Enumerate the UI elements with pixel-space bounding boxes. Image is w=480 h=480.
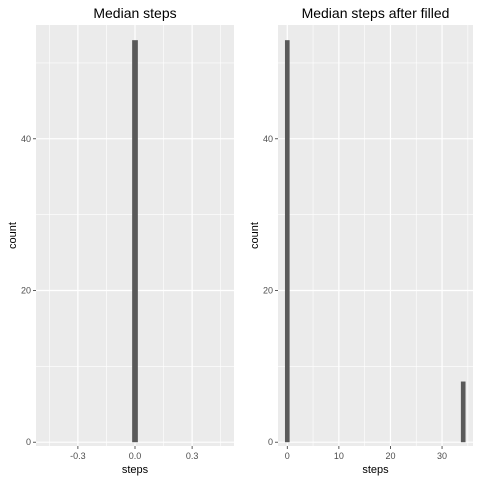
x-tick-label: 20 bbox=[385, 451, 395, 461]
x-tick-label: 30 bbox=[437, 451, 447, 461]
x-tick-label: 0.3 bbox=[186, 451, 199, 461]
x-tick-label: 10 bbox=[334, 451, 344, 461]
chart-median-steps: -0.3 0.0 0.3 0 20 40 Median steps steps count bbox=[7, 5, 234, 476]
histogram-bar-0 bbox=[132, 40, 138, 443]
y-tick-label: 40 bbox=[21, 134, 31, 144]
x-axis-title: steps bbox=[362, 464, 389, 476]
y-tick-label: 0 bbox=[268, 437, 273, 447]
histogram-bar-0 bbox=[284, 40, 290, 443]
y-tick-label: 0 bbox=[26, 437, 31, 447]
chart-title: Median steps after filled bbox=[302, 5, 450, 21]
x-tick-label: 0 bbox=[285, 451, 290, 461]
y-tick-label: 20 bbox=[21, 285, 31, 295]
panel-background bbox=[278, 25, 473, 446]
chart-title: Median steps bbox=[93, 5, 176, 21]
x-tick-label: 0.0 bbox=[129, 451, 142, 461]
x-tick-label: -0.3 bbox=[70, 451, 86, 461]
y-axis-title: count bbox=[249, 222, 261, 249]
x-axis-title: steps bbox=[122, 464, 149, 476]
y-tick-label: 20 bbox=[263, 285, 273, 295]
y-tick-label: 40 bbox=[263, 134, 273, 144]
y-axis-title: count bbox=[7, 222, 19, 249]
chart-median-steps-after-filled: 0 10 20 30 0 20 40 Median steps after filled ste… bbox=[249, 5, 473, 476]
histogram-bar-1 bbox=[460, 381, 466, 443]
